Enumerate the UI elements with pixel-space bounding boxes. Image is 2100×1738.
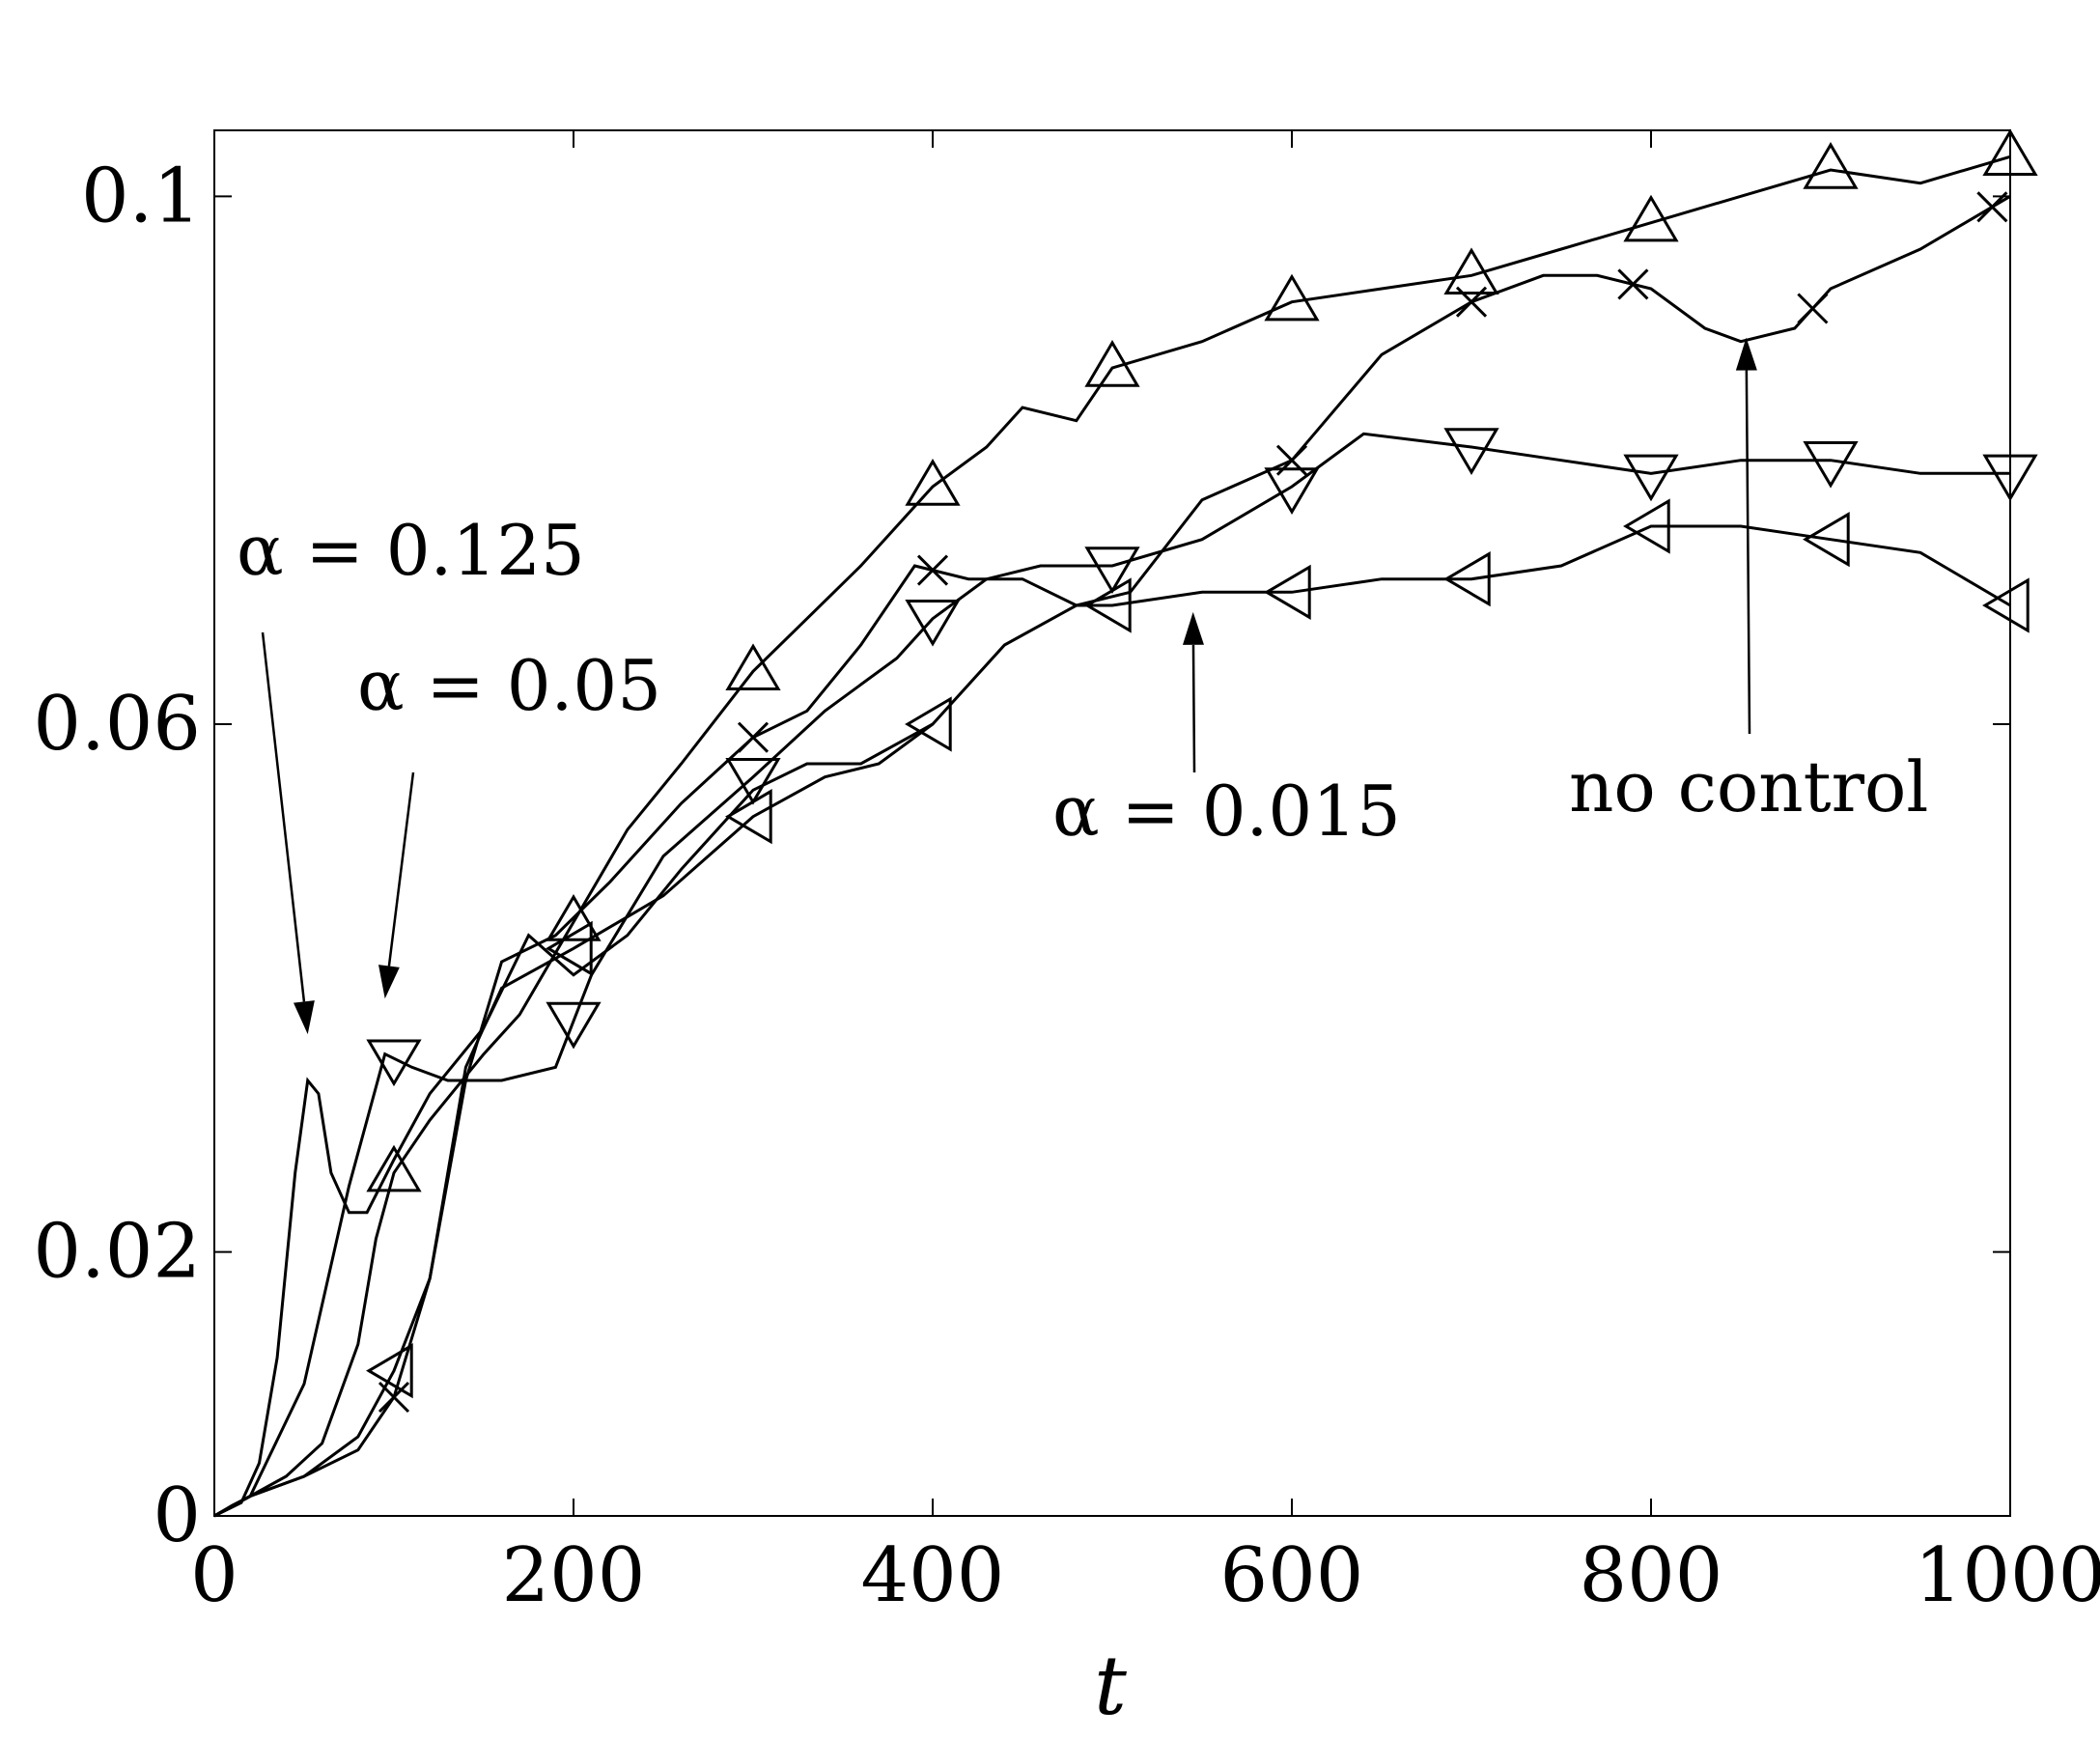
arrow-no-control-head bbox=[1735, 337, 1757, 371]
marker-triangle-up bbox=[1264, 273, 1320, 322]
marker-triangle-left bbox=[725, 789, 772, 845]
x-tick-label: 400 bbox=[861, 1532, 1005, 1619]
marker-triangle-up bbox=[1982, 128, 2038, 177]
marker-triangle-left bbox=[1982, 577, 2030, 633]
y-tick-label: 0.1 bbox=[81, 153, 201, 239]
series-line-triangle-down bbox=[213, 432, 2010, 1518]
marker-triangle-up bbox=[1803, 142, 1859, 189]
marker-triangle-left bbox=[1443, 551, 1491, 607]
x-axis-label: t bbox=[1094, 1639, 1127, 1733]
marker-triangle-down bbox=[1443, 428, 1499, 475]
marker-triangle-left bbox=[1264, 564, 1311, 620]
annotation-alpha-005: α = 0.05 bbox=[357, 645, 661, 726]
marker-x bbox=[737, 721, 770, 753]
marker-x bbox=[1617, 268, 1649, 300]
y-tick-label: 0.02 bbox=[33, 1209, 201, 1296]
arrow-alpha-005-head bbox=[378, 965, 400, 999]
marker-triangle-down bbox=[546, 1001, 602, 1050]
annotation-arrows bbox=[261, 337, 1757, 1035]
marker-x bbox=[1455, 286, 1488, 318]
marker-triangle-left bbox=[1623, 498, 1670, 554]
marker-triangle-up bbox=[1084, 340, 1140, 387]
annotation-no-control: no control bbox=[1569, 746, 1928, 827]
marker-x bbox=[1797, 293, 1829, 324]
marker-triangle-up bbox=[546, 894, 602, 941]
marker-triangle-left bbox=[366, 1343, 413, 1399]
marker-triangle-down bbox=[1264, 467, 1320, 515]
marker-triangle-down bbox=[725, 757, 781, 805]
x-tick-label: 600 bbox=[1220, 1532, 1364, 1619]
marker-triangle-down bbox=[905, 599, 961, 647]
arrow-no-control-shaft bbox=[1745, 370, 1751, 735]
marker-triangle-down bbox=[366, 1039, 422, 1087]
arrow-alpha-0015-head bbox=[1182, 611, 1204, 645]
x-tick-label: 0 bbox=[190, 1532, 238, 1619]
arrow-alpha-005-shaft bbox=[387, 771, 415, 967]
plot-frame bbox=[213, 129, 2011, 1517]
marker-x bbox=[1976, 191, 2008, 223]
marker-triangle-down bbox=[1982, 454, 2038, 502]
marker-triangle-up bbox=[905, 459, 961, 506]
annotation-alpha-0125: α = 0.125 bbox=[237, 510, 585, 591]
marker-triangle-down bbox=[1084, 547, 1140, 594]
x-tick-label: 1000 bbox=[1915, 1532, 2100, 1619]
marker-triangle-up bbox=[1443, 247, 1499, 295]
ticks: 0 200 400 600 800 1000 0 0.02 0.06 0.1 bbox=[33, 130, 2100, 1619]
arrow-alpha-0015-shaft bbox=[1191, 644, 1196, 773]
x-tick-label: 200 bbox=[502, 1532, 646, 1619]
y-tick-label: 0.06 bbox=[33, 681, 201, 768]
arrow-alpha-0125-shaft bbox=[261, 631, 306, 1002]
marker-x bbox=[378, 1381, 410, 1414]
marker-triangle-up bbox=[1623, 194, 1679, 242]
x-tick-label: 800 bbox=[1580, 1532, 1723, 1619]
series-line-none bbox=[213, 722, 934, 1518]
marker-triangle-down bbox=[1803, 440, 1859, 489]
marker-triangle-left bbox=[1084, 577, 1132, 633]
series-markers bbox=[366, 128, 2038, 1414]
series-line-triangle-up bbox=[213, 154, 2011, 1518]
marker-triangle-down bbox=[1623, 454, 1679, 502]
series-lines bbox=[213, 154, 2011, 1518]
marker-triangle-up bbox=[725, 643, 781, 691]
marker-triangle-left bbox=[1803, 512, 1850, 568]
y-tick-label: 0 bbox=[153, 1472, 201, 1559]
marker-triangle-up bbox=[366, 1144, 422, 1192]
annotation-alpha-0015: α = 0.015 bbox=[1052, 771, 1401, 852]
series-line-x bbox=[213, 195, 2011, 1518]
marker-triangle-left bbox=[546, 920, 593, 976]
arrow-alpha-0125-head bbox=[293, 1000, 315, 1035]
marker-x bbox=[916, 554, 949, 586]
marker-triangle-left bbox=[905, 696, 952, 752]
